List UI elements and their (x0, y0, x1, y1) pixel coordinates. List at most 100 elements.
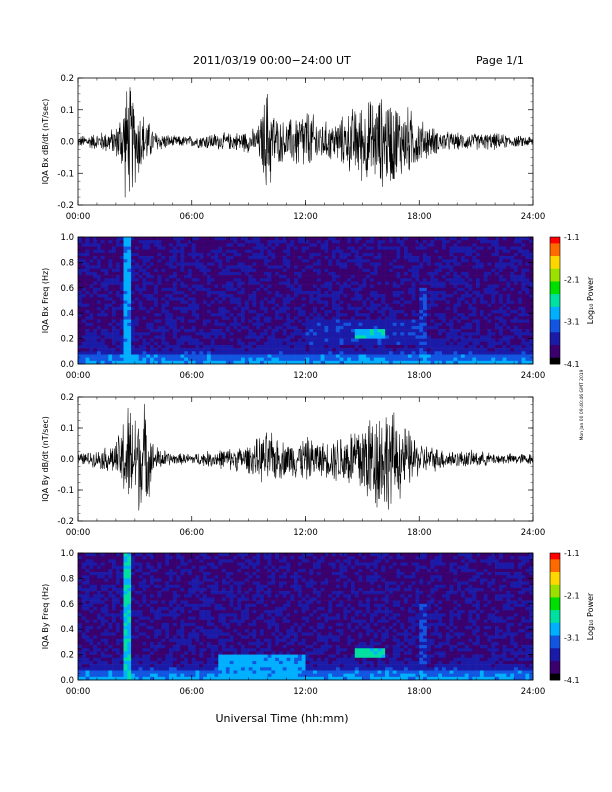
spectrogram-cell (354, 310, 359, 314)
spectrogram-cell (203, 297, 208, 301)
spectrogram-cell (328, 297, 333, 301)
spectrogram-cell (404, 338, 409, 343)
spectrogram-cell (434, 335, 439, 339)
spectrogram-cell (256, 319, 261, 324)
spectrogram-cell (260, 265, 265, 270)
spectrogram-cell (529, 354, 534, 358)
spectrogram-cell (423, 300, 428, 304)
spectrogram-cell (388, 303, 394, 308)
spectrogram-cell (252, 259, 257, 263)
spectrogram-cell (271, 246, 276, 250)
spectrogram-cell (301, 329, 306, 333)
spectrogram-cell (252, 271, 257, 276)
spectrogram-cell (199, 310, 204, 314)
spectrogram-cell (411, 329, 416, 333)
spectrogram-cell (222, 265, 227, 270)
spectrogram-cell (510, 243, 515, 247)
spectrogram-cell (502, 284, 507, 289)
spectrogram-cell (191, 354, 196, 358)
spectrogram-cell (369, 310, 375, 314)
spectrogram-cell (438, 252, 443, 257)
spectrogram-cell (476, 300, 481, 304)
spectrogram-cell (358, 294, 363, 298)
spectrogram-cell (388, 284, 394, 289)
spectrogram-cell (290, 243, 295, 247)
spectrogram-cell (157, 287, 162, 292)
spectrogram-cell (123, 275, 128, 279)
spectrogram-cell (260, 287, 265, 292)
spectrogram-cell (263, 319, 268, 324)
spectrogram-cell (354, 332, 359, 336)
spectrogram-cell (423, 351, 428, 355)
spectrogram-cell (305, 281, 310, 285)
spectrogram-cell (457, 256, 462, 260)
spectrogram-cell (123, 271, 128, 276)
spectrogram-cell (241, 319, 246, 324)
spectrogram-cell (426, 325, 431, 330)
spectrogram-cell (320, 310, 325, 314)
spectrogram-cell (210, 297, 215, 301)
spectrogram-cell (502, 338, 507, 343)
spectrogram-cell (351, 290, 356, 295)
spectrogram-cell (339, 335, 344, 339)
spectrogram-cell (347, 310, 352, 314)
spectrogram-cell (498, 341, 503, 346)
spectrogram-cell (256, 240, 261, 244)
spectrogram-cell (123, 297, 128, 301)
spectrogram-cell (127, 265, 132, 270)
spectrogram-cell (305, 290, 310, 295)
spectrogram-cell (464, 313, 469, 317)
spectrogram-cell (430, 332, 435, 336)
spectrogram-cell (479, 341, 485, 346)
spectrogram-cell (153, 281, 158, 285)
spectrogram-cell (108, 249, 113, 254)
spectrogram-cell (449, 360, 454, 365)
spectrogram-cell (237, 262, 242, 266)
spectrogram-cell (225, 271, 230, 276)
spectrogram-cell (294, 246, 299, 250)
spectrogram-cell (187, 354, 193, 358)
spectrogram-cell (301, 354, 306, 358)
spectrogram-cell (354, 275, 359, 279)
spectrogram-cell (498, 259, 503, 263)
spectrogram-cell (351, 284, 356, 289)
spectrogram-cell (157, 268, 162, 273)
spectrogram-cell (222, 249, 227, 254)
spectrogram-cell (146, 319, 151, 324)
spectrogram-cell (476, 262, 481, 266)
spectrogram-cell (225, 294, 230, 298)
spectrogram-cell (400, 332, 405, 336)
spectrogram-cell (290, 256, 295, 260)
spectrogram-cell (438, 290, 443, 295)
spectrogram-cell (282, 316, 287, 320)
spectrogram-cell (252, 300, 257, 304)
spectrogram-cell (157, 338, 162, 343)
spectrogram-cell (369, 290, 375, 295)
spectrogram-cell (495, 344, 500, 349)
spectrogram-cell (157, 303, 162, 308)
spectrogram-cell (385, 322, 390, 327)
spectrogram-cell (172, 310, 177, 314)
spectrogram-cell (104, 335, 109, 339)
spectrogram-cell (351, 252, 356, 257)
spectrogram-cell (411, 246, 416, 250)
spectrogram-cell (108, 344, 113, 349)
spectrogram-cell (487, 360, 492, 365)
spectrogram-cell (316, 243, 321, 247)
spectrogram-cell (237, 243, 242, 247)
spectrogram-cell (498, 306, 503, 311)
spectrogram-cell (453, 360, 458, 365)
spectrogram-cell (385, 249, 390, 254)
spectrogram-cell (172, 297, 177, 301)
spectrogram-cell (449, 262, 454, 266)
spectrogram-cell (377, 268, 382, 273)
spectrogram-cell (529, 262, 534, 266)
spectrogram-cell (354, 262, 359, 266)
spectrogram-cell (176, 265, 181, 270)
spectrogram-cell (127, 332, 132, 336)
spectrogram-cell (294, 306, 299, 311)
spectrogram-cell (210, 351, 215, 355)
spectrogram-cell (176, 332, 181, 336)
spectrogram-cell (332, 252, 337, 257)
spectrogram-cell (449, 325, 454, 330)
